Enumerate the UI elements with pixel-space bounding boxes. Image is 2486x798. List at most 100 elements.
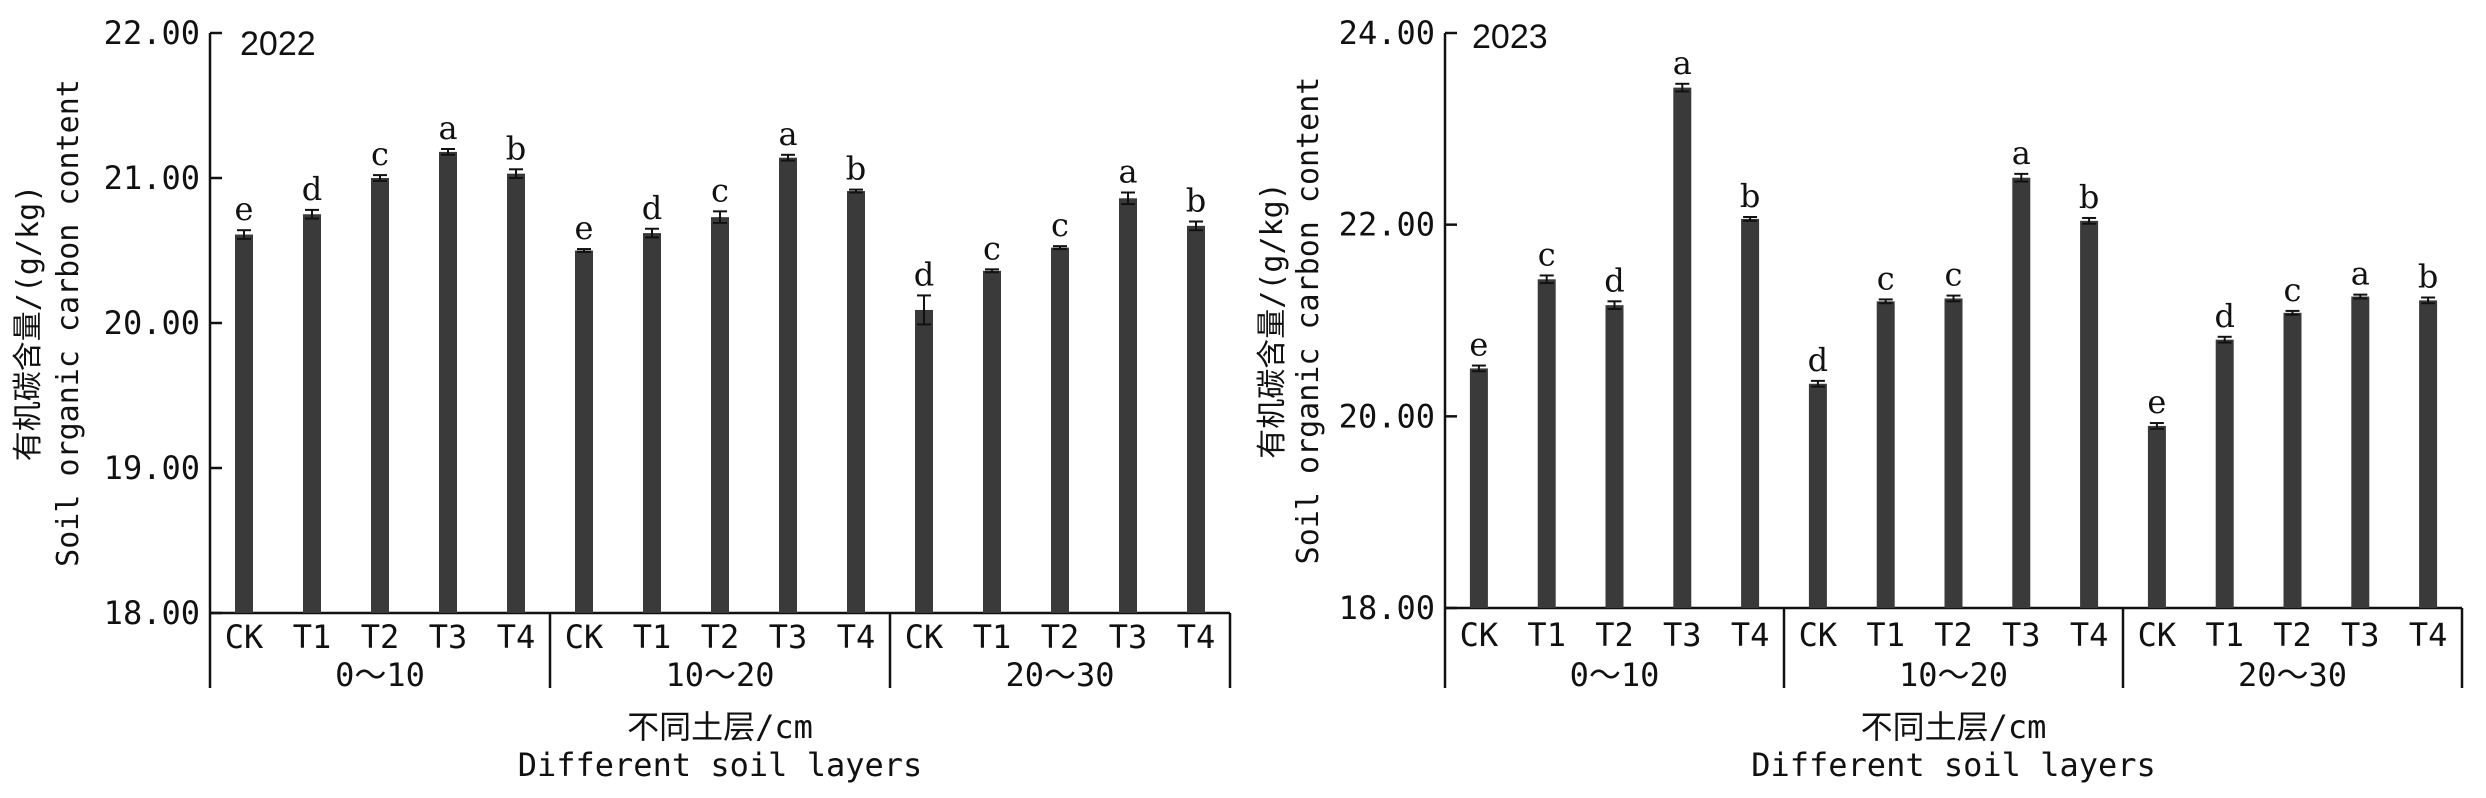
bar [371, 178, 389, 613]
x-axis-label-cn: 不同土层/cm [1861, 708, 2047, 746]
x-group-label: 20～30 [2238, 656, 2347, 694]
y-tick-label: 20.00 [104, 304, 200, 342]
x-axis-label-en: Different soil layers [518, 746, 923, 784]
significance-letter: d [642, 189, 662, 227]
bar [1808, 383, 1827, 608]
bar [2147, 425, 2166, 608]
bar [1741, 218, 1760, 608]
significance-letter: d [1604, 261, 1624, 299]
bar [2012, 177, 2031, 609]
bar [439, 151, 457, 613]
chart-title: 2022 [240, 25, 316, 63]
bar [1537, 279, 1556, 608]
x-group-label: 10～20 [1899, 656, 2008, 694]
bar [303, 214, 321, 613]
y-tick-label: 21.00 [104, 159, 200, 197]
x-tick-label: T2 [1041, 618, 1080, 656]
significance-letter: d [2214, 297, 2234, 335]
x-tick-label: T1 [1527, 616, 1566, 654]
x-tick-label: T2 [701, 618, 740, 656]
significance-letter: e [575, 209, 594, 247]
x-axis-label-cn: 不同土层/cm [627, 708, 813, 746]
y-tick-label: 22.00 [104, 14, 200, 52]
bar [575, 250, 593, 613]
x-tick-label: T3 [1663, 616, 1702, 654]
significance-letter: b [2079, 178, 2099, 216]
x-tick-label: CK [1460, 616, 1499, 654]
y-axis-label-cn: 有机碳含量/(g/kg) [1255, 182, 1290, 458]
significance-letter: a [2351, 255, 2370, 293]
x-tick-label: CK [905, 618, 944, 656]
bar [1119, 198, 1137, 614]
x-group-label: 10～20 [665, 656, 774, 694]
x-group-label: 0～10 [335, 656, 425, 694]
bar [2283, 312, 2302, 608]
x-tick-label: T3 [2341, 616, 2380, 654]
significance-letter: a [778, 115, 797, 153]
bar [2351, 296, 2370, 608]
bar [2419, 300, 2438, 608]
bar [1605, 305, 1624, 608]
x-tick-label: T3 [429, 618, 468, 656]
x-tick-label: T2 [2273, 616, 2312, 654]
significance-letter: b [1186, 182, 1206, 220]
x-tick-label: T2 [1934, 616, 1973, 654]
x-tick-label: T1 [2205, 616, 2244, 654]
x-tick-label: CK [565, 618, 604, 656]
significance-letter: e [235, 190, 254, 228]
bar [507, 173, 525, 613]
chart-title: 2023 [1472, 18, 1548, 56]
y-tick-label: 19.00 [104, 449, 200, 487]
significance-letter: b [2418, 258, 2438, 296]
bar [711, 217, 729, 613]
bar [1673, 87, 1692, 608]
significance-letter: c [2284, 271, 2302, 309]
significance-letter: c [1051, 206, 1069, 244]
significance-letter: b [1740, 177, 1760, 215]
x-tick-label: T3 [1109, 618, 1148, 656]
x-tick-label: T4 [837, 618, 876, 656]
significance-letter: a [1118, 153, 1137, 191]
bar [983, 270, 1001, 613]
significance-letter: e [1469, 326, 1488, 364]
y-tick-label: 18.00 [104, 594, 200, 632]
y-axis-label-en: Soil organic carbon content [1291, 77, 1326, 565]
bar [779, 157, 797, 613]
bar [235, 234, 253, 614]
x-tick-label: T1 [973, 618, 1012, 656]
x-tick-label: T1 [1866, 616, 1905, 654]
chart-panel-2022: 18.00 19.00 20.00 21.00 22.00 2022 有机碳含量/(g/kg… [11, 14, 1232, 784]
x-tick-label: T4 [2409, 616, 2448, 654]
y-tick-label: 18.00 [1339, 589, 1435, 627]
bar [1051, 247, 1069, 613]
bar [1944, 298, 1963, 608]
significance-letter: c [371, 135, 389, 173]
bar [1876, 301, 1895, 608]
x-tick-label: T1 [633, 618, 672, 656]
x-tick-label: T2 [361, 618, 400, 656]
x-axis-label-en: Different soil layers [1751, 746, 2156, 784]
x-tick-label: T4 [2070, 616, 2109, 654]
significance-letter: b [846, 150, 866, 188]
x-tick-label: T4 [1177, 618, 1216, 656]
significance-letter: c [1877, 259, 1895, 297]
significance-letter: d [1808, 341, 1828, 379]
bar [643, 233, 661, 613]
significance-letter: a [438, 109, 457, 147]
x-tick-label: T3 [2002, 616, 2041, 654]
y-axis-label-cn: 有机碳含量/(g/kg) [11, 185, 46, 461]
bar [2080, 220, 2099, 609]
bar [1469, 368, 1488, 608]
x-tick-label: CK [1799, 616, 1838, 654]
significance-letter: c [1945, 256, 1963, 294]
y-tick-label: 20.00 [1339, 397, 1435, 435]
x-tick-label: CK [225, 618, 264, 656]
significance-letter: c [1538, 235, 1556, 273]
x-tick-label: T4 [497, 618, 536, 656]
x-tick-label: T2 [1595, 616, 1634, 654]
bar [915, 309, 933, 613]
significance-letter: d [914, 255, 934, 293]
bar [847, 191, 865, 614]
significance-letter: a [2012, 134, 2031, 172]
